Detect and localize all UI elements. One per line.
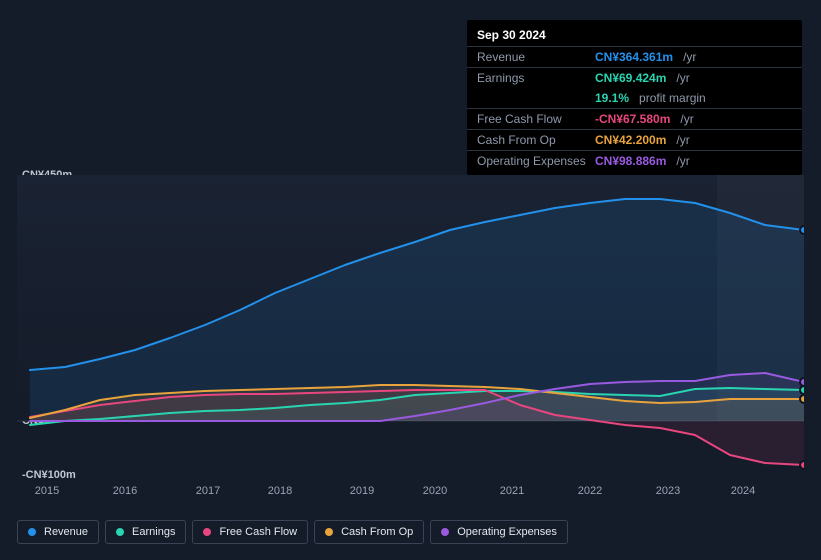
x-axis-label: 2015 xyxy=(35,485,59,497)
legend-swatch xyxy=(28,528,36,536)
legend-item-revenue[interactable]: Revenue xyxy=(17,520,99,544)
tooltip-value: -CN¥67.580m xyxy=(595,112,670,126)
x-axis-label: 2016 xyxy=(113,485,137,497)
tooltip-suffix: /yr xyxy=(680,112,693,126)
chart-legend: Revenue Earnings Free Cash Flow Cash From O… xyxy=(17,520,568,544)
tooltip-suffix: /yr xyxy=(683,50,696,64)
tooltip-label: Earnings xyxy=(477,71,587,85)
x-axis-label: 2018 xyxy=(268,485,292,497)
tooltip-row: Free Cash Flow -CN¥67.580m/yr xyxy=(467,108,802,129)
tooltip-row: Cash From Op CN¥42.200m/yr xyxy=(467,129,802,150)
tooltip-row: 19.1% profit margin xyxy=(467,88,802,108)
tooltip-label: Cash From Op xyxy=(477,133,587,147)
endpoint-marker-cashop xyxy=(800,395,804,403)
tooltip-value: CN¥98.886m xyxy=(595,154,666,168)
legend-swatch xyxy=(203,528,211,536)
tooltip-label xyxy=(477,91,587,105)
tooltip-label: Free Cash Flow xyxy=(477,112,587,126)
legend-label: Revenue xyxy=(44,526,88,538)
endpoint-marker-earnings xyxy=(800,386,804,394)
chart-plot xyxy=(17,175,804,485)
chart-tooltip: Sep 30 2024 RevenueCN¥364.361m/yrEarning… xyxy=(467,20,802,175)
tooltip-row: Operating Expenses CN¥98.886m/yr xyxy=(467,150,802,171)
tooltip-value: CN¥364.361m xyxy=(595,50,673,64)
tooltip-date: Sep 30 2024 xyxy=(467,24,802,46)
legend-item-cash-from-op[interactable]: Cash From Op xyxy=(314,520,424,544)
tooltip-suffix: /yr xyxy=(676,154,689,168)
tooltip-label: Operating Expenses xyxy=(477,154,587,168)
x-axis-label: 2021 xyxy=(500,485,524,497)
tooltip-value: CN¥69.424m xyxy=(595,71,666,85)
x-axis-label: 2024 xyxy=(731,485,755,497)
legend-item-earnings[interactable]: Earnings xyxy=(105,520,186,544)
tooltip-suffix: /yr xyxy=(676,133,689,147)
x-axis-label: 2022 xyxy=(578,485,602,497)
legend-item-operating-expenses[interactable]: Operating Expenses xyxy=(430,520,568,544)
endpoint-marker-revenue xyxy=(800,226,804,234)
legend-swatch xyxy=(116,528,124,536)
x-axis-label: 2023 xyxy=(656,485,680,497)
tooltip-label: Revenue xyxy=(477,50,587,64)
tooltip-suffix: /yr xyxy=(676,71,689,85)
legend-label: Earnings xyxy=(132,526,175,538)
tooltip-row: Revenue CN¥364.361m/yr xyxy=(467,46,802,67)
legend-swatch xyxy=(325,528,333,536)
x-axis-label: 2017 xyxy=(196,485,220,497)
tooltip-suffix: profit margin xyxy=(639,91,706,105)
legend-label: Free Cash Flow xyxy=(219,526,297,538)
endpoint-marker-opex xyxy=(800,378,804,386)
legend-item-free-cash-flow[interactable]: Free Cash Flow xyxy=(192,520,308,544)
legend-label: Operating Expenses xyxy=(457,526,557,538)
tooltip-value: 19.1% xyxy=(595,91,629,105)
legend-label: Cash From Op xyxy=(341,526,413,538)
legend-swatch xyxy=(441,528,449,536)
x-axis-labels: 2015 2016 2017 2018 2019 2020 2021 2022 2023 2024 xyxy=(17,485,804,503)
tooltip-row: Earnings CN¥69.424m/yr xyxy=(467,67,802,88)
endpoint-marker-fcf xyxy=(800,461,804,469)
tooltip-value: CN¥42.200m xyxy=(595,133,666,147)
x-axis-label: 2019 xyxy=(350,485,374,497)
x-axis-label: 2020 xyxy=(423,485,447,497)
